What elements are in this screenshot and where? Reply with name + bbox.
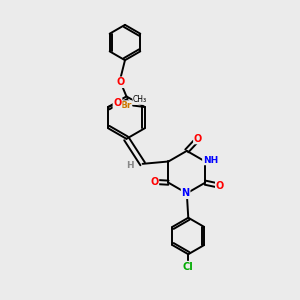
Text: Br: Br	[120, 101, 131, 110]
Text: H: H	[127, 161, 134, 170]
Text: O: O	[216, 181, 224, 190]
Text: CH₃: CH₃	[133, 95, 147, 104]
Text: O: O	[116, 77, 125, 87]
Text: NH: NH	[203, 155, 218, 164]
Text: O: O	[113, 98, 122, 109]
Text: O: O	[150, 177, 158, 187]
Text: O: O	[194, 134, 202, 143]
Text: Cl: Cl	[183, 262, 194, 272]
Text: N: N	[182, 188, 190, 198]
